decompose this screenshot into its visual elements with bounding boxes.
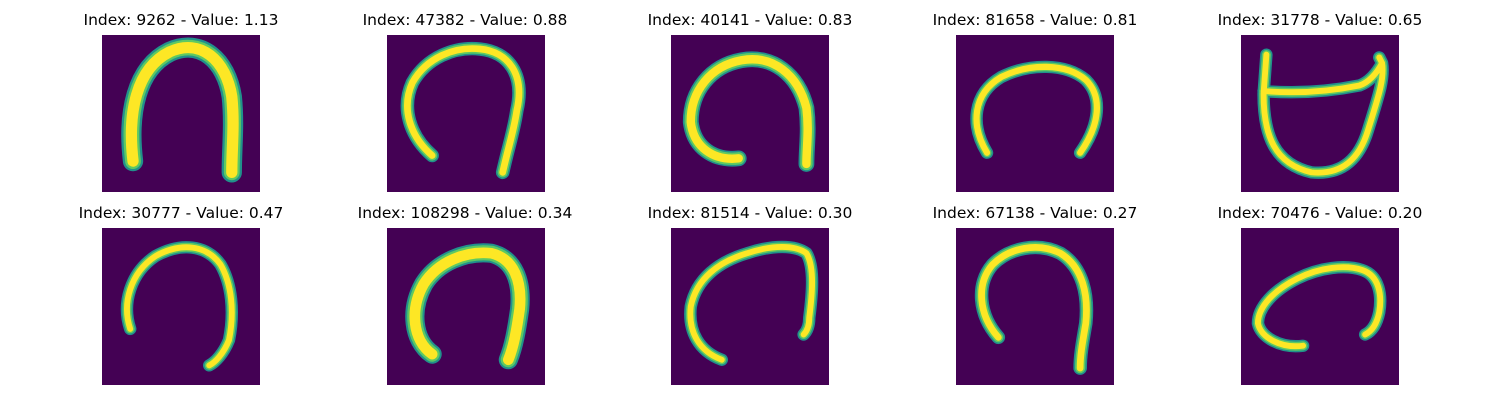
image-panel: Index: 70476 - Value: 0.20 — [1170, 203, 1470, 393]
panel-title: Index: 9262 - Value: 1.13 — [83, 11, 279, 29]
image-panel: Index: 40141 - Value: 0.83 — [600, 10, 900, 200]
panel-title: Index: 47382 - Value: 0.88 — [362, 11, 568, 29]
image-panel: Index: 67138 - Value: 0.27 — [885, 203, 1185, 393]
image-panel: Index: 9262 - Value: 1.13 — [31, 10, 331, 200]
image-panel: Index: 30777 - Value: 0.47 — [31, 203, 331, 393]
image-panel: Index: 31778 - Value: 0.65 — [1170, 10, 1470, 200]
panel-title: Index: 70476 - Value: 0.20 — [1217, 204, 1423, 222]
digit-image — [671, 35, 829, 192]
panel-title: Index: 31778 - Value: 0.65 — [1217, 11, 1423, 29]
panel-title: Index: 108298 - Value: 0.34 — [357, 204, 573, 222]
panel-title: Index: 40141 - Value: 0.83 — [647, 11, 853, 29]
digit-image — [671, 228, 829, 385]
digit-image — [956, 35, 1114, 192]
image-panel: Index: 108298 - Value: 0.34 — [315, 203, 615, 393]
image-panel: Index: 81514 - Value: 0.30 — [600, 203, 900, 393]
digit-image — [387, 35, 545, 192]
digit-image — [102, 228, 260, 385]
image-panel: Index: 81658 - Value: 0.81 — [885, 10, 1185, 200]
panel-title: Index: 67138 - Value: 0.27 — [932, 204, 1138, 222]
digit-image — [956, 228, 1114, 385]
digit-image — [102, 35, 260, 192]
digit-image — [1241, 228, 1399, 385]
digit-image — [387, 228, 545, 385]
image-panel: Index: 47382 - Value: 0.88 — [315, 10, 615, 200]
digit-image — [1241, 35, 1399, 192]
panel-title: Index: 81658 - Value: 0.81 — [932, 11, 1138, 29]
panel-title: Index: 30777 - Value: 0.47 — [78, 204, 284, 222]
panel-title: Index: 81514 - Value: 0.30 — [647, 204, 853, 222]
